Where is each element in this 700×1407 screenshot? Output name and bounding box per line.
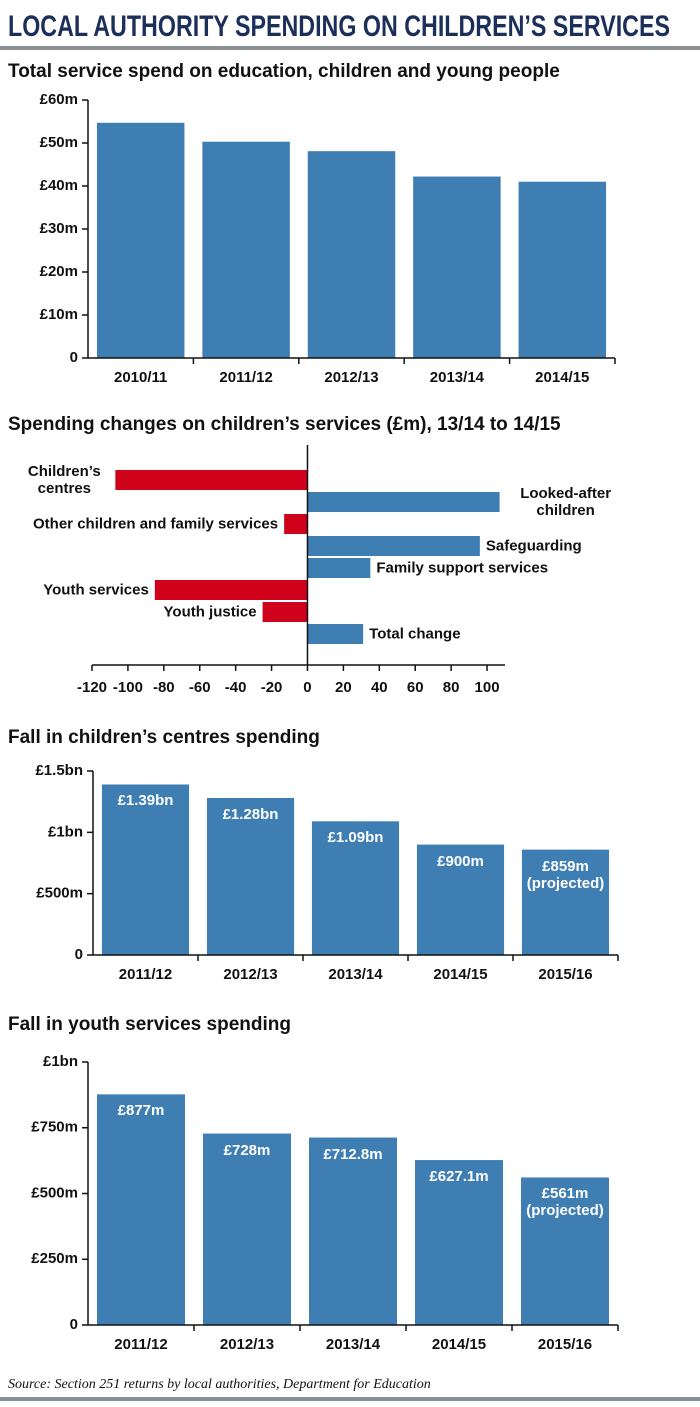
bar (284, 514, 308, 534)
bar-label: Family support services (376, 559, 549, 577)
bar (415, 1160, 503, 1325)
x-tick-label: 2014/15 (535, 369, 589, 386)
y-tick-label: £750m (31, 1119, 78, 1136)
x-tick-label: 20 (335, 679, 352, 696)
bar (311, 821, 400, 955)
bar (307, 536, 480, 556)
x-tick-label: 2012/13 (223, 966, 277, 983)
y-tick-label: £20m (40, 263, 78, 280)
bar (262, 602, 308, 622)
value-label: £1.39bn (117, 792, 174, 810)
bar-label: Youth services (43, 581, 149, 599)
bar (521, 1177, 609, 1325)
y-tick-label: £1bn (43, 1053, 78, 1070)
y-tick-label: £40m (40, 177, 78, 194)
value-label: £627.1m (429, 1168, 489, 1186)
bar-label: Children’s centres (27, 463, 101, 497)
value-label: £728m (223, 1141, 271, 1159)
y-tick-label: £30m (40, 220, 78, 237)
bottom-rule (0, 1397, 700, 1401)
y-tick-label: £50m (40, 134, 78, 151)
bar (307, 492, 500, 512)
x-tick-label: 2013/14 (328, 966, 383, 983)
x-tick-label: -40 (225, 679, 247, 696)
value-label: £877m (117, 1102, 165, 1120)
x-tick-label: 2012/13 (220, 1336, 274, 1353)
y-tick-label: 0 (70, 349, 78, 366)
bar (307, 151, 396, 358)
y-tick-label: £60m (40, 91, 78, 108)
y-tick-label: 0 (75, 946, 83, 963)
x-tick-label: -60 (189, 679, 211, 696)
bar (96, 122, 185, 358)
bar (521, 849, 610, 955)
value-label: £859m (projected) (526, 857, 605, 892)
x-tick-label: 80 (443, 679, 460, 696)
bar (154, 580, 308, 600)
bar (203, 1133, 291, 1325)
y-tick-label: £10m (40, 306, 78, 323)
source: Source: Section 251 returns by local aut… (8, 1377, 431, 1392)
y-tick-label: £1.5bn (35, 762, 83, 779)
x-tick-label: 2011/12 (219, 369, 272, 386)
value-label: £561m (projected) (526, 1185, 604, 1220)
chart-subtitle: Total service spend on education, childr… (8, 61, 560, 82)
x-tick-label: 2010/11 (114, 369, 167, 386)
bar-label: Safeguarding (485, 537, 582, 555)
chart-subtitle: Fall in children’s centres spending (8, 727, 320, 748)
x-tick-label: 0 (303, 679, 311, 696)
bar-label: Youth justice (163, 603, 257, 621)
x-tick-label: 2015/16 (538, 1336, 592, 1353)
y-tick-label: £1bn (48, 823, 83, 840)
bar-label: Total change (369, 625, 461, 643)
x-tick-label: -80 (153, 679, 175, 696)
x-tick-label: 2011/12 (114, 1336, 167, 1353)
bar (416, 844, 505, 955)
x-tick-label: 2012/13 (324, 369, 378, 386)
bar-label: Other children and family services (33, 515, 279, 533)
x-tick-label: 40 (371, 679, 388, 696)
y-tick-label: £250m (31, 1250, 78, 1267)
x-tick-label: 2014/15 (433, 966, 487, 983)
bar (518, 181, 607, 358)
y-tick-label: £500m (31, 1184, 78, 1201)
page-title: LOCAL AUTHORITY SPENDING ON CHILDREN’S S… (8, 10, 670, 43)
bar (309, 1137, 397, 1325)
bar (101, 784, 190, 955)
title-rule (0, 46, 700, 50)
bar (413, 176, 501, 358)
chart-subtitle: Spending changes on children’s services … (8, 414, 561, 435)
x-tick-label: 100 (475, 679, 500, 696)
bar (206, 797, 295, 955)
bar (202, 141, 290, 358)
value-label: £1.28bn (222, 805, 279, 823)
bar (307, 558, 371, 578)
bar (97, 1094, 185, 1325)
bar (307, 624, 364, 644)
value-label: £900m (437, 852, 484, 870)
y-tick-label: £500m (36, 885, 83, 902)
value-label: £712.8m (323, 1145, 383, 1163)
x-tick-label: 2014/15 (432, 1336, 486, 1353)
x-tick-label: -120 (77, 679, 107, 696)
bar-label: Looked-after children (520, 485, 612, 519)
x-tick-label: 2015/16 (538, 966, 592, 983)
y-tick-label: 0 (70, 1316, 78, 1333)
chart-subtitle: Fall in youth services spending (8, 1014, 291, 1035)
x-tick-label: 2013/14 (326, 1336, 381, 1353)
x-tick-label: 60 (407, 679, 424, 696)
x-tick-label: 2013/14 (430, 369, 485, 386)
x-tick-label: -20 (261, 679, 283, 696)
x-tick-label: 2011/12 (119, 966, 172, 983)
bar (115, 470, 308, 490)
x-tick-label: -100 (113, 679, 143, 696)
value-label: £1.09bn (327, 829, 384, 847)
